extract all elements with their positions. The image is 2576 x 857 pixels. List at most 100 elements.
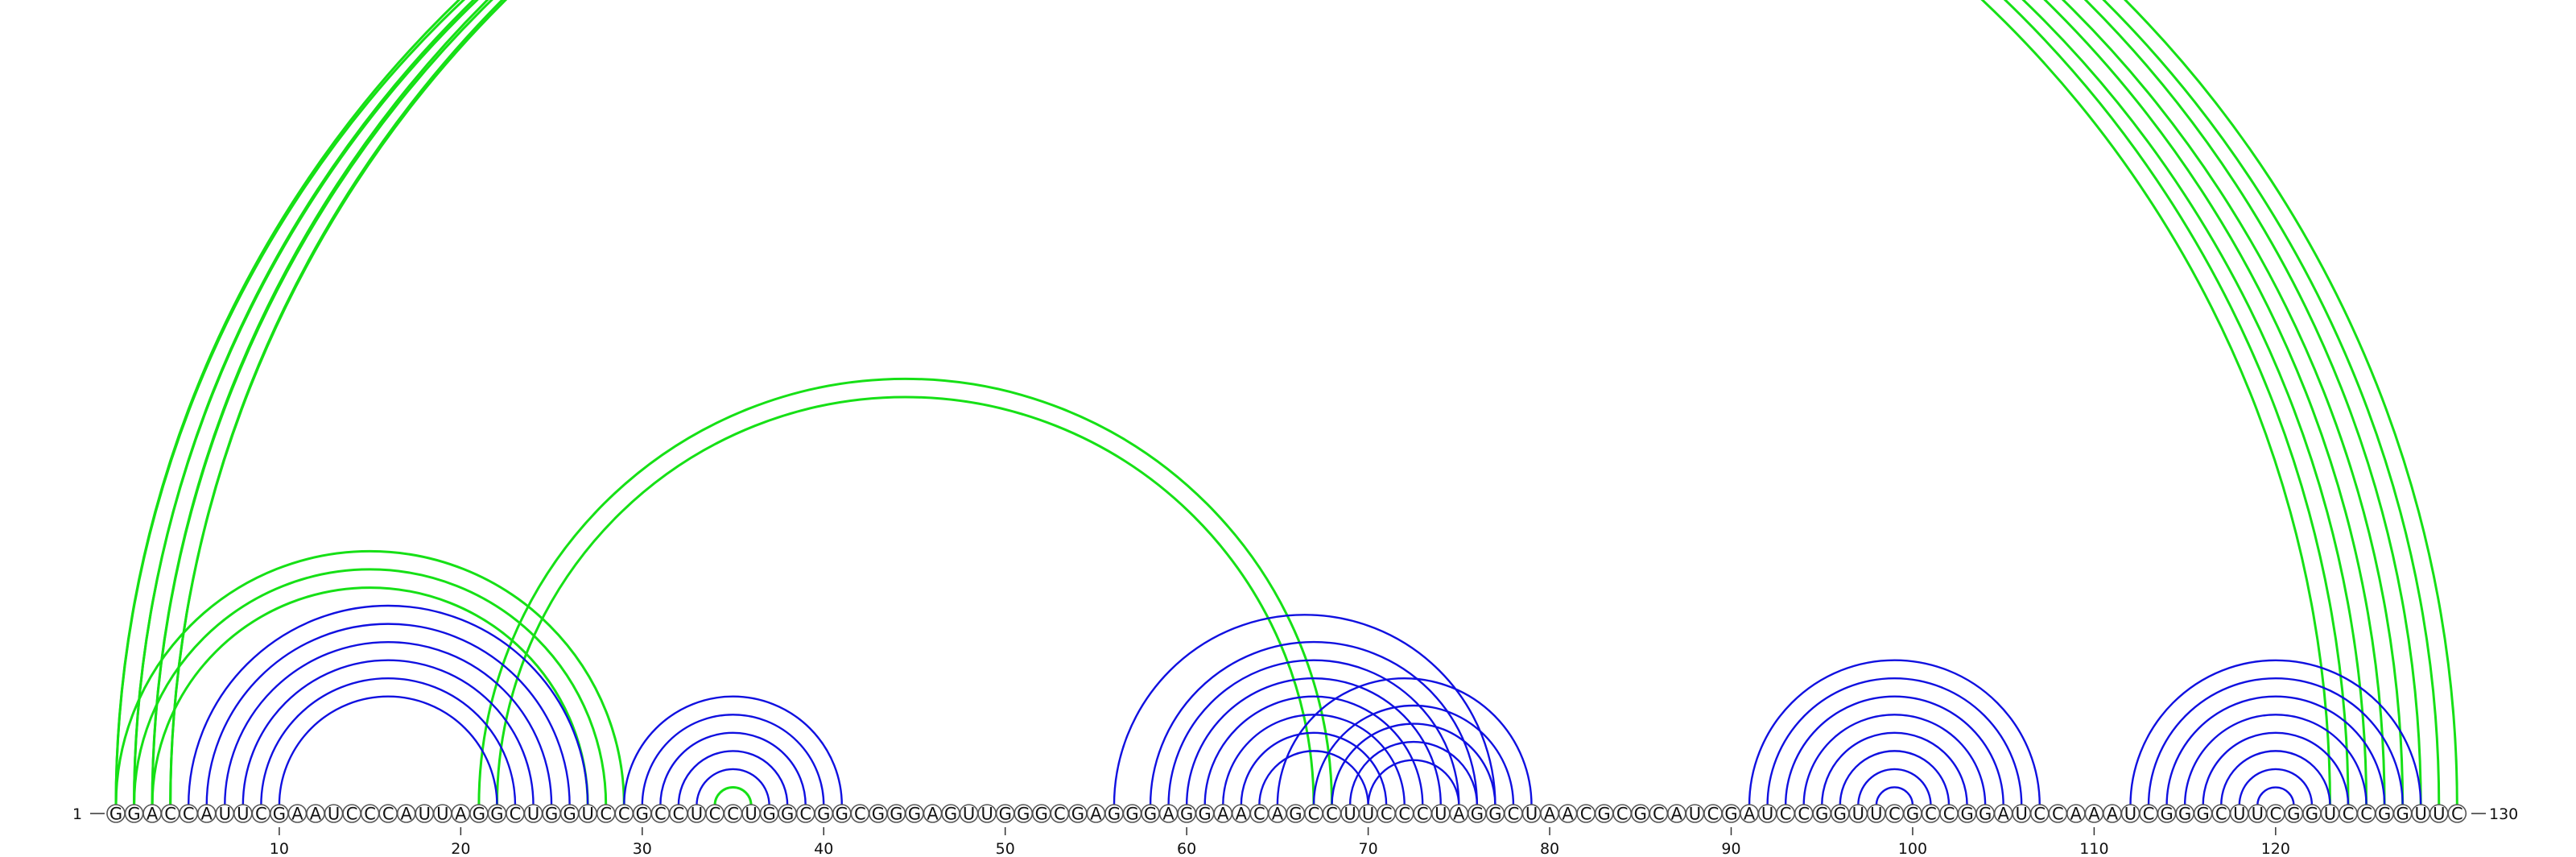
nucleotide-letter: G xyxy=(817,805,830,824)
nucleotide-letter: C xyxy=(1889,805,1901,824)
nucleotide-letter: U xyxy=(527,805,539,824)
blue-arc-56-77 xyxy=(1113,614,1496,806)
nucleotide: C xyxy=(705,804,724,824)
nucleotide-letter: G xyxy=(2378,805,2391,824)
nucleotide: A xyxy=(1213,804,1233,824)
nucleotide: C xyxy=(179,804,198,824)
nucleotide: C xyxy=(1322,804,1342,824)
nucleotide: C xyxy=(1576,804,1596,824)
nucleotide: G xyxy=(1177,804,1196,824)
nucleotide: G xyxy=(1594,804,1614,824)
nucleotide-letter: G xyxy=(127,805,140,824)
nucleotide-letter: G xyxy=(762,805,775,824)
blue-arc-69-76 xyxy=(1348,740,1479,806)
blue-arc-114-126 xyxy=(2165,695,2386,806)
green-arc-1-123 xyxy=(114,0,2331,806)
blue-arc-119-121 xyxy=(2256,786,2295,806)
nucleotide: G xyxy=(2375,804,2394,824)
nucleotide-letter: G xyxy=(109,805,122,824)
nucleotide: G xyxy=(2193,804,2213,824)
green-arc-2-28 xyxy=(133,568,608,806)
nucleotide-letter: A xyxy=(1090,805,1102,824)
blue-arc-70-75 xyxy=(1367,759,1460,806)
nucleotide-letter: A xyxy=(1453,805,1465,824)
nucleotide-letter: U xyxy=(2252,805,2264,824)
position-ticks: 10 20 30 40 50 60 70 80 90 100 110 120 xyxy=(270,827,2290,857)
nucleotide: C xyxy=(614,804,634,824)
green-arc-1-29 xyxy=(114,549,625,806)
nucleotide-letter: U xyxy=(1852,805,1864,824)
nucleotide: C xyxy=(1649,804,1669,824)
nucleotide-letter: G xyxy=(490,805,503,824)
nucleotide: G xyxy=(124,804,144,824)
nucleotide-letter: A xyxy=(1744,805,1756,824)
blue-arc-112-128 xyxy=(2129,659,2422,806)
blue-arc-67-78 xyxy=(1312,705,1515,806)
nucleotide: A xyxy=(1158,804,1179,824)
nucleotide: G xyxy=(941,804,960,824)
nucleotide-letter: C xyxy=(1616,805,1629,824)
nucleotide-letter: G xyxy=(2287,805,2300,824)
nucleotide: G xyxy=(1195,804,1215,824)
blue-arc-59-75 xyxy=(1167,659,1460,806)
nucleotide: C xyxy=(251,804,271,824)
nucleotide: G xyxy=(1141,804,1160,824)
nucleotide: U xyxy=(2248,804,2268,824)
nucleotide: G xyxy=(886,804,906,824)
nucleotide: G xyxy=(1812,804,1832,824)
blue-arc-60-74 xyxy=(1185,677,1442,806)
nucleotide-letter: G xyxy=(2197,805,2210,824)
nucleotide-letter: G xyxy=(1634,805,1647,824)
nucleotide-letter: C xyxy=(183,805,195,824)
nucleotide: G xyxy=(1068,804,1088,824)
nucleotide-letter: C xyxy=(600,805,612,824)
blue-arc-6-26 xyxy=(205,623,571,806)
nucleotide-letter: C xyxy=(1398,805,1410,824)
nucleotide-letter: C xyxy=(255,805,267,824)
nucleotide: A xyxy=(1231,804,1251,824)
nucleotide-letter: G xyxy=(1815,805,1828,824)
nucleotide-letter: G xyxy=(2160,805,2173,824)
nucleotide: G xyxy=(1975,804,1995,824)
blue-arc-94-104 xyxy=(1802,714,1987,806)
nucleotide: C xyxy=(2339,804,2358,824)
nucleotide-letter: U xyxy=(1435,805,1447,824)
sequence-end-label: 130 xyxy=(2489,805,2518,823)
nucleotide: C xyxy=(2139,804,2158,824)
nucleotide: C xyxy=(360,804,380,824)
nucleotide: C xyxy=(1377,804,1396,824)
nucleotide: G xyxy=(1485,804,1505,824)
green-arc-22-67 xyxy=(495,396,1315,806)
tick-label: 70 xyxy=(1359,840,1378,857)
nucleotide: G xyxy=(869,804,888,824)
nucleotide: C xyxy=(1939,804,1959,824)
nucleotide-letter: G xyxy=(473,805,485,824)
nucleotide-letter: C xyxy=(2343,805,2355,824)
nucleotide: A xyxy=(1740,804,1759,824)
tick-label: 40 xyxy=(814,840,833,857)
nucleotide: C xyxy=(1794,804,1814,824)
nucleotide-letter: C xyxy=(1707,805,1719,824)
nucleotide: G xyxy=(1031,804,1051,824)
nucleotide-letter: C xyxy=(799,805,811,824)
nucleotide-letter: G xyxy=(1289,805,1302,824)
nucleotide: C xyxy=(795,804,815,824)
nucleotide-letter: U xyxy=(2415,805,2427,824)
nucleotide: G xyxy=(1721,804,1741,824)
nucleotide: U xyxy=(1848,804,1868,824)
sequence-start-label: 1 xyxy=(72,805,82,823)
nucleotide-letter: C xyxy=(2052,805,2064,824)
nucleotide: A xyxy=(1540,804,1559,824)
nucleotide: A xyxy=(1449,804,1469,824)
nucleotide-letter: A xyxy=(1562,805,1574,824)
nucleotide: U xyxy=(1521,804,1542,824)
nucleotide: G xyxy=(633,804,652,824)
nucleotide-letter: C xyxy=(618,805,630,824)
blue-arc-95-103 xyxy=(1821,731,1968,806)
nucleotide: A xyxy=(1558,804,1578,824)
nucleotide-letter: U xyxy=(1344,805,1356,824)
nucleotide-letter: G xyxy=(1906,805,1919,824)
nucleotide-letter: G xyxy=(1144,805,1157,824)
nucleotide: G xyxy=(559,804,580,824)
